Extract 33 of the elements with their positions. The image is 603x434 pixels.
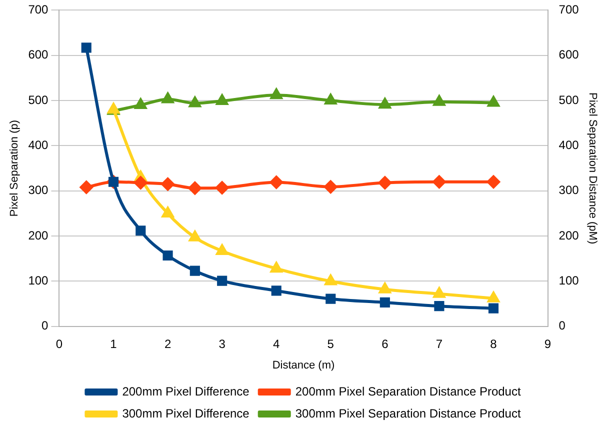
x-tick-label: 1 <box>110 336 118 351</box>
y2-tick-label: 600 <box>558 48 580 62</box>
y2-tick-label: 0 <box>558 318 566 333</box>
y-tick-label: 100 <box>28 274 49 288</box>
y-tick-label: 200 <box>28 228 49 242</box>
legend-label: 200mm Pixel Difference <box>122 384 250 398</box>
y2-tick-label: 300 <box>558 183 580 198</box>
y-tick-label: 700 <box>28 2 49 17</box>
legend-label: 300mm Pixel Separation Distance Product <box>295 406 522 420</box>
y-tick-label: 300 <box>28 183 49 198</box>
y-tick-label: 0 <box>42 318 49 333</box>
x-tick-label: 5 <box>327 336 334 351</box>
legend-label: 300mm Pixel Difference <box>122 406 250 420</box>
y2-tick-label: 700 <box>558 2 580 17</box>
x-tick-label: 8 <box>490 336 498 351</box>
y-tick-label: 400 <box>28 138 49 152</box>
y2-tick-label: 100 <box>558 274 580 288</box>
y-tick-label: 500 <box>28 92 49 107</box>
y2-tick-label: 200 <box>558 228 580 242</box>
y2-axis-title: Pixel Separation Distance (pM) <box>586 92 598 244</box>
legend-label: 200mm Pixel Separation Distance Product <box>295 384 522 398</box>
y2-tick-label: 500 <box>558 92 580 107</box>
x-tick-label: 2 <box>164 336 172 351</box>
y-tick-label: 600 <box>28 48 49 62</box>
x-tick-label: 9 <box>544 336 552 351</box>
x-axis-title: Distance (m) <box>272 359 335 372</box>
x-tick-label: 4 <box>273 336 280 351</box>
y2-tick-label: 400 <box>558 138 580 152</box>
x-tick-label: 7 <box>436 336 443 351</box>
x-tick-label: 0 <box>56 336 63 351</box>
y-axis-title: Pixel Separation (p) <box>8 120 21 217</box>
x-tick-label: 3 <box>218 336 226 351</box>
x-tick-label: 6 <box>382 336 389 351</box>
